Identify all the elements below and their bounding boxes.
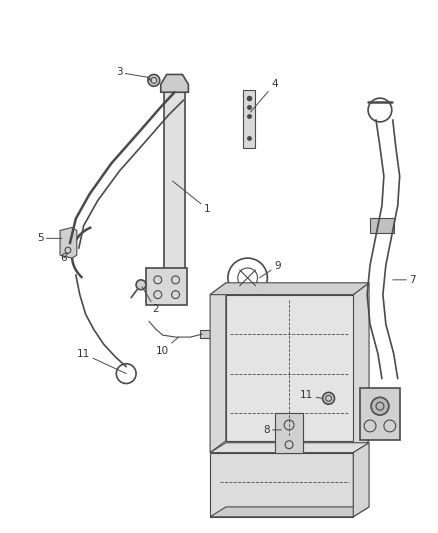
Text: 10: 10 — [156, 337, 179, 356]
Bar — [243, 90, 254, 148]
Text: 5: 5 — [37, 233, 62, 244]
Circle shape — [136, 280, 146, 290]
Text: 9: 9 — [259, 261, 281, 278]
Circle shape — [371, 397, 389, 415]
Bar — [146, 268, 187, 305]
Bar — [164, 84, 185, 282]
Text: 3: 3 — [116, 68, 149, 77]
Circle shape — [323, 392, 335, 404]
Text: 7: 7 — [393, 275, 416, 285]
Polygon shape — [210, 507, 369, 517]
Polygon shape — [370, 217, 394, 233]
Text: 8: 8 — [263, 425, 281, 435]
Text: 4: 4 — [251, 79, 278, 112]
Polygon shape — [353, 443, 369, 517]
Polygon shape — [353, 283, 369, 453]
Circle shape — [148, 75, 160, 86]
Text: 11: 11 — [300, 390, 321, 400]
Text: 6: 6 — [61, 253, 68, 263]
Polygon shape — [360, 389, 400, 440]
Bar — [200, 330, 212, 338]
Polygon shape — [210, 453, 353, 517]
Polygon shape — [60, 228, 77, 258]
Text: 1: 1 — [173, 181, 211, 214]
Polygon shape — [161, 75, 188, 92]
Polygon shape — [210, 283, 226, 453]
Text: 2: 2 — [142, 287, 159, 314]
Polygon shape — [210, 443, 369, 453]
Polygon shape — [210, 283, 369, 295]
Polygon shape — [226, 295, 353, 441]
Text: 11: 11 — [77, 349, 126, 374]
Polygon shape — [275, 413, 303, 453]
